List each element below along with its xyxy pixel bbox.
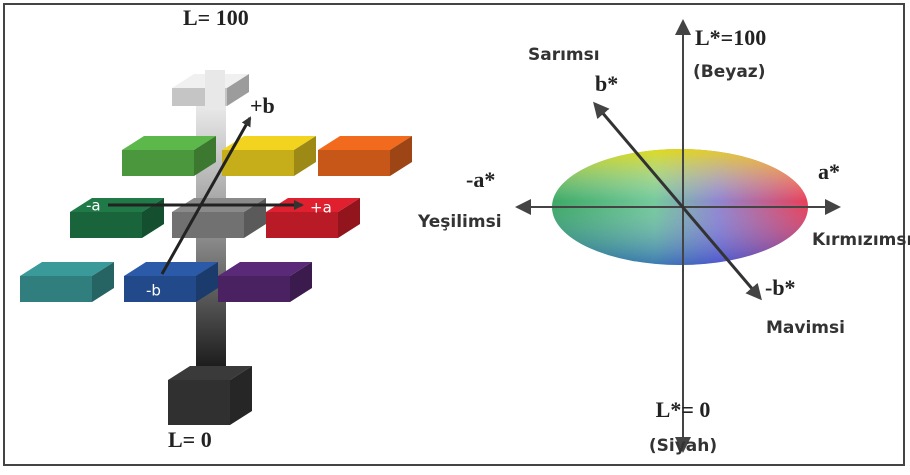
block-side xyxy=(290,262,312,302)
block-front xyxy=(222,150,294,176)
block-side xyxy=(390,136,412,176)
block-top xyxy=(222,136,316,150)
block-front xyxy=(122,150,194,176)
l-column-top xyxy=(205,70,225,110)
block-top xyxy=(20,262,114,276)
label: L*=100 xyxy=(695,25,766,50)
block-side xyxy=(196,262,218,302)
left-diagram: L= 100 L= 0 +b -a +a -b xyxy=(20,5,412,452)
block-side xyxy=(244,198,266,238)
label: Yeşilimsi xyxy=(417,212,502,232)
block-top xyxy=(218,262,312,276)
block-top xyxy=(318,136,412,150)
label: Sarımsı xyxy=(528,45,600,65)
block-top xyxy=(124,262,218,276)
block-front xyxy=(318,150,390,176)
block-front xyxy=(266,212,338,238)
label: -a* xyxy=(466,167,495,192)
block-front xyxy=(70,212,142,238)
label: (Siyah) xyxy=(649,436,717,456)
block-top xyxy=(168,366,252,380)
label: -a xyxy=(86,197,101,215)
label: L= 0 xyxy=(168,427,212,452)
block-top xyxy=(122,136,216,150)
label: (Beyaz) xyxy=(693,62,765,82)
block-side xyxy=(338,198,360,238)
label: +a xyxy=(310,199,332,217)
label: Kırmızımsı xyxy=(812,230,910,250)
label: -b xyxy=(146,282,161,300)
right-diagram: Sarımsı b* L*=100 (Beyaz) a* -a* Yeşilim… xyxy=(417,19,910,456)
block-side xyxy=(227,74,249,106)
label: Mavimsi xyxy=(766,318,845,338)
block-front xyxy=(168,380,230,425)
block-side xyxy=(92,262,114,302)
frame xyxy=(3,3,905,466)
b-axis xyxy=(593,101,762,301)
block-front xyxy=(218,276,290,302)
label: a* xyxy=(818,159,840,184)
block-side xyxy=(194,136,216,176)
label: L*= 0 xyxy=(656,397,711,422)
label: -b* xyxy=(765,275,796,300)
block-front xyxy=(20,276,92,302)
label: +b xyxy=(250,93,275,118)
block-front xyxy=(124,276,196,302)
block-side xyxy=(294,136,316,176)
block-side xyxy=(142,198,164,238)
block-front xyxy=(172,212,244,238)
label: b* xyxy=(595,71,618,96)
label: L= 100 xyxy=(183,5,249,30)
block-side xyxy=(230,366,252,425)
block-top xyxy=(266,198,360,212)
b-arrow xyxy=(160,116,252,275)
